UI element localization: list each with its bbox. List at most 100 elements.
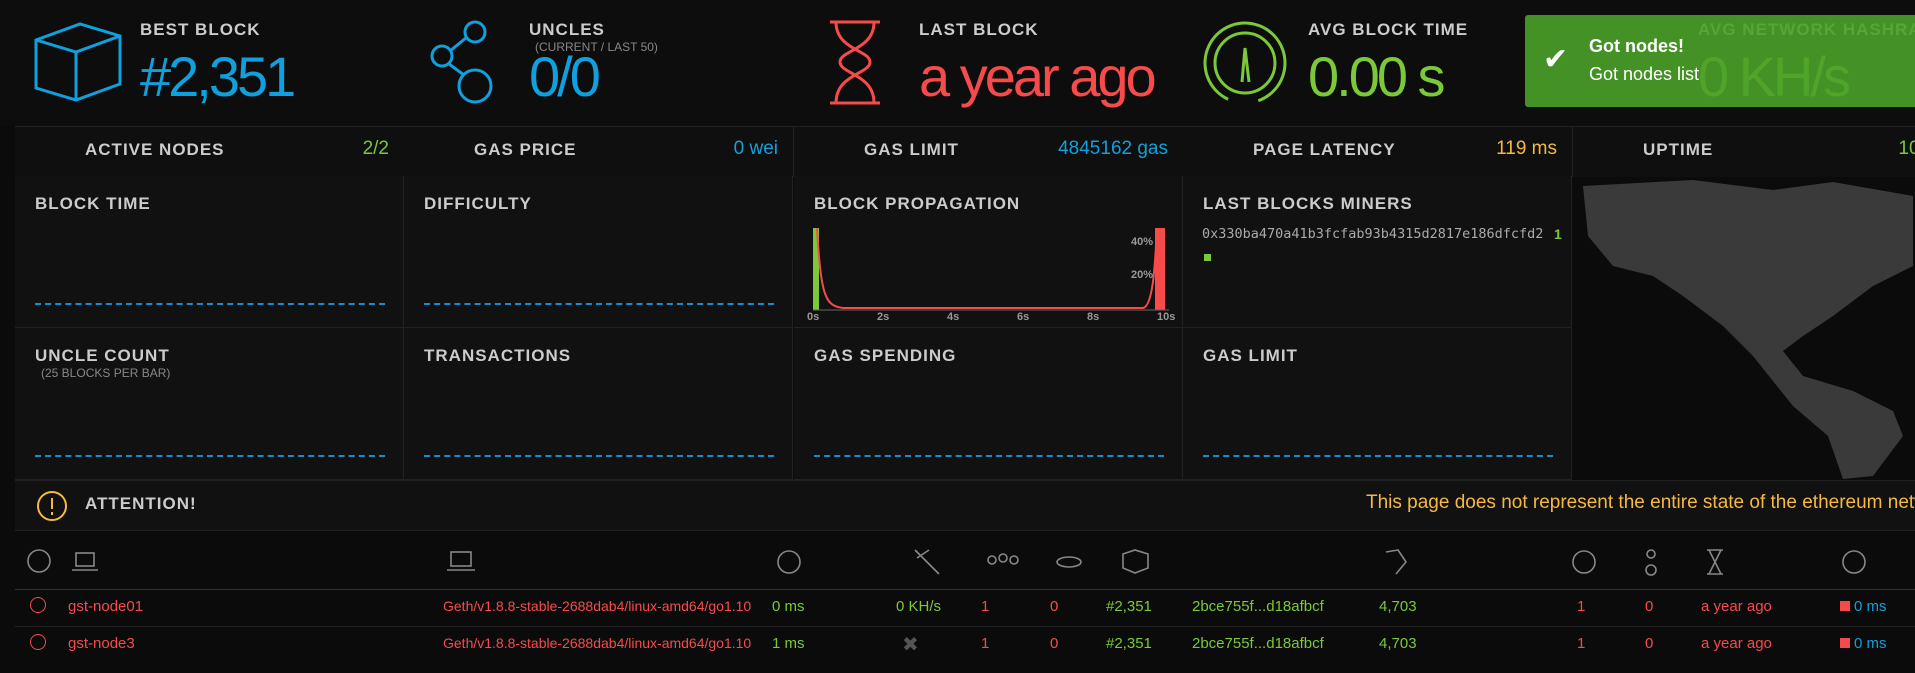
stat-label: BEST BLOCK (140, 20, 261, 39)
stat-value: 2/2 (362, 138, 389, 159)
stat-label: UPTIME (1643, 140, 1714, 159)
stat-label: ACTIVE NODES (85, 140, 225, 159)
propagation-plot (813, 227, 1169, 311)
stat-cell (794, 126, 1184, 177)
x-tick-label: 2s (877, 311, 890, 323)
status-circle (30, 634, 46, 650)
x-tick-label: 6s (1017, 311, 1030, 323)
stat-value: 100% (1898, 138, 1915, 159)
stat-label: AVG BLOCK TIME (1308, 20, 1469, 39)
chart-label: LAST BLOCKS MINERS (1203, 194, 1413, 213)
stat-value: 0/0 (529, 45, 601, 108)
table-cell: 1 ms (772, 635, 805, 652)
stat-label: PAGE LATENCY (1253, 140, 1396, 159)
table-cell: 2bce755f...d18afbcf (1192, 598, 1324, 615)
stat-value: 0.00 s (1308, 45, 1446, 108)
stat-value: 4845162 gas (1058, 138, 1168, 159)
empty-chart-line (35, 455, 385, 457)
x-tick-label: 4s (947, 311, 960, 323)
stat-cell (1573, 126, 1915, 177)
table-cell: 4,703 (1379, 635, 1417, 652)
table-divider (15, 589, 1915, 590)
table-divider (15, 626, 1915, 627)
table-cell: 1 (981, 635, 990, 652)
chart-panel (404, 176, 793, 328)
toast-message: Got nodes list (1589, 64, 1700, 84)
not-mining-icon: ✖ (902, 634, 919, 656)
empty-chart-line (1203, 455, 1553, 457)
chart-panel (15, 176, 404, 328)
table-cell: #2,351 (1106, 635, 1152, 652)
stat-value: 0 wei (733, 138, 778, 159)
attention-icon (37, 491, 67, 521)
empty-chart-line (35, 303, 385, 305)
chart-sublabel: (25 BLOCKS PER BAR) (41, 366, 171, 380)
attention-label: ATTENTION! (85, 494, 197, 513)
toast-check: ✔ (1543, 43, 1569, 76)
chart-panel (404, 328, 793, 480)
table-cell: 2bce755f...d18afbcf (1192, 635, 1324, 652)
stat-sublabel: (CURRENT / LAST 50) (535, 40, 658, 54)
table-cell: gst-node01 (68, 598, 144, 615)
table-cell: Geth/v1.8.8-stable-2688dab4/linux-amd64/… (443, 635, 752, 651)
table-cell: 0 KH/s (896, 598, 942, 615)
chart-label: DIFFICULTY (424, 194, 532, 213)
table-cell: 1 (1577, 635, 1586, 652)
table-cell: a year ago (1701, 598, 1772, 615)
table-cell: Geth/v1.8.8-stable-2688dab4/linux-amd64/… (443, 598, 752, 614)
table-cell: 1 (1577, 598, 1586, 615)
attention-message: This page does not represent the entire … (1366, 492, 1915, 513)
propagation-square (1840, 601, 1850, 611)
stat-label: GAS PRICE (474, 140, 577, 159)
table-cell: 1 (981, 598, 990, 615)
empty-chart-line (424, 455, 774, 457)
x-tick-label: 0s (807, 311, 820, 323)
chart-panel (1183, 176, 1572, 328)
table-cell: #2,351 (1106, 598, 1152, 615)
table-cell: 0 (1050, 598, 1059, 615)
stat-label: UNCLES (CURRENT / LAST 50) (529, 20, 658, 54)
miner-block (1204, 254, 1211, 261)
table-header-icons (27, 549, 1866, 576)
world-map (1583, 180, 1913, 479)
y-tick-label: 40% (1131, 236, 1154, 248)
chart-label: BLOCK TIME (35, 194, 151, 213)
uncles-icon (430, 20, 493, 104)
toast (1525, 15, 1915, 107)
table-cell: gst-node3 (68, 635, 135, 652)
chart-panel (15, 328, 404, 480)
x-tick-label: 8s (1087, 311, 1100, 323)
chart-label: GAS LIMIT (1203, 346, 1298, 365)
chart-panel (794, 328, 1183, 480)
x-tick-label: 10s (1157, 311, 1176, 323)
table-cell: 4,703 (1379, 598, 1417, 615)
stat-label: LAST BLOCK (919, 20, 1039, 39)
chart-label: UNCLE COUNT (25 BLOCKS PER BAR) (35, 346, 171, 380)
empty-chart-line (814, 455, 1164, 457)
chart-label: BLOCK PROPAGATION (814, 194, 1021, 213)
status-circle (30, 597, 46, 613)
propagation-square (1840, 638, 1850, 648)
table-cell: a year ago (1701, 635, 1772, 652)
cube-icon (34, 22, 122, 102)
chart-label: GAS SPENDING (814, 346, 957, 365)
table-cell: 0 (1645, 635, 1654, 652)
stat-value: 119 ms (1496, 138, 1557, 159)
attention-bar (15, 480, 1915, 531)
stat-value: a year ago (919, 45, 1157, 108)
table-cell: 0 ms (772, 598, 805, 615)
miner-address: 0x330ba470a41b3fcfab93b4315d2817e186dfcf… (1202, 226, 1544, 242)
toast-title: Got nodes! (1589, 36, 1684, 56)
stat-label: GAS LIMIT (864, 140, 959, 159)
stat-cell (1183, 126, 1573, 177)
table-cell: 0 (1050, 635, 1059, 652)
table-cell: 0 ms (1854, 598, 1887, 615)
stat-value: #2,351 (140, 45, 296, 108)
table-cell: 0 ms (1854, 635, 1887, 652)
chart-panel (794, 176, 1183, 328)
gauge-icon (1203, 21, 1287, 105)
miner-count: 1 (1554, 226, 1562, 242)
chart-panel (1183, 328, 1572, 480)
empty-chart-line (424, 303, 774, 305)
